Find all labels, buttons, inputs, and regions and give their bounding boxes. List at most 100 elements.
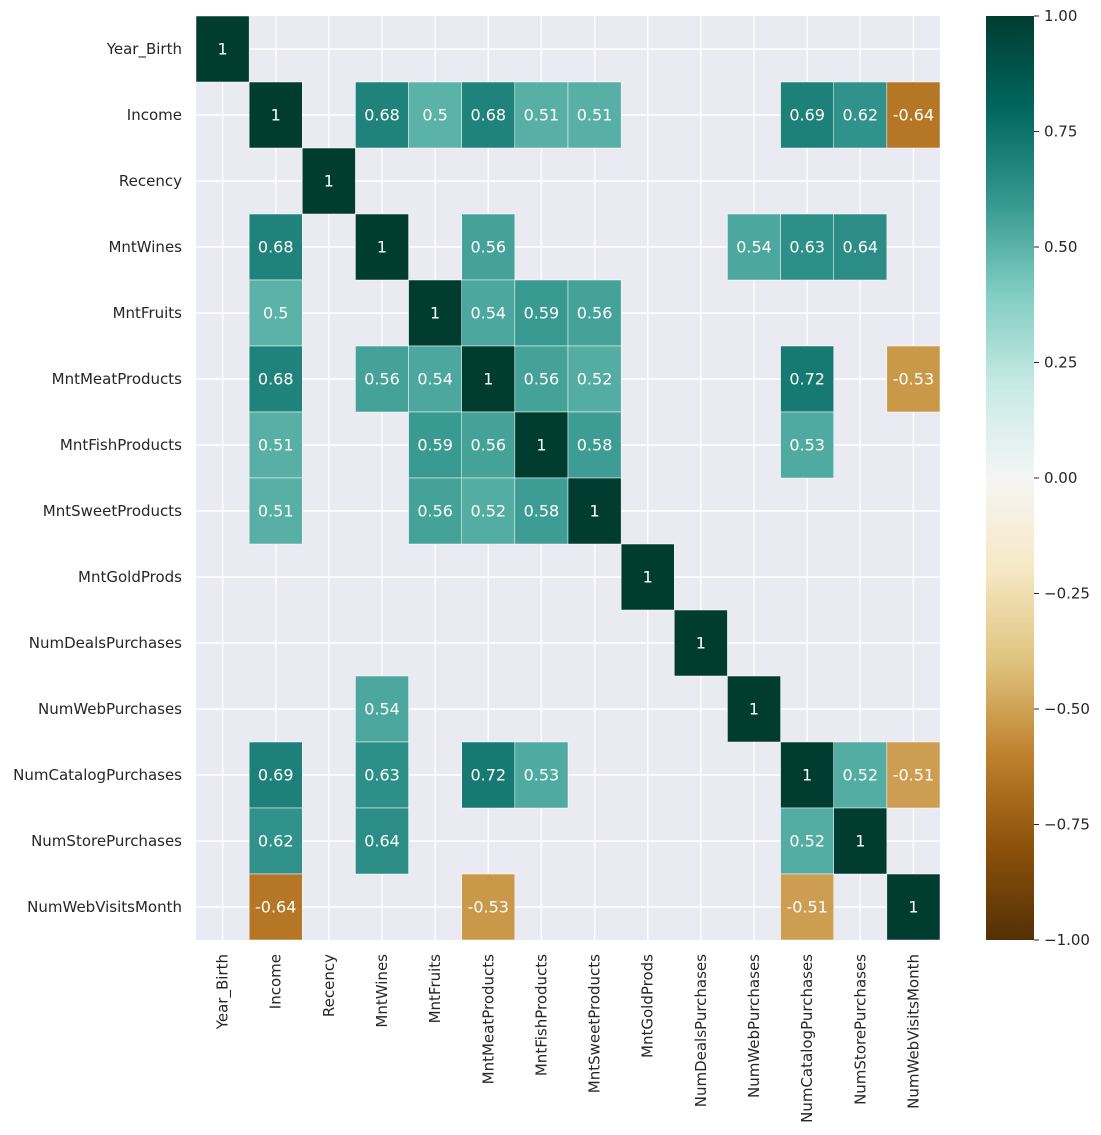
heatmap-cell	[567, 411, 622, 479]
cell-value-label: 0.72	[470, 766, 506, 785]
heatmap-cell	[567, 81, 622, 149]
heatmap-cell	[461, 279, 516, 347]
x-tick-label: NumWebVisitsMonth	[904, 954, 922, 1109]
cell-value-label: 0.64	[842, 238, 878, 257]
cell-value-label: 1	[908, 898, 918, 917]
heatmap-cell	[248, 477, 303, 545]
heatmap-cell	[780, 213, 834, 281]
x-tick-label: MntSweetProducts	[586, 954, 604, 1093]
x-tick-label: MntMeatProducts	[479, 954, 497, 1085]
heatmap-cell	[567, 279, 622, 347]
y-tick-label: NumDealsPurchases	[29, 634, 182, 652]
heatmap-cells	[195, 15, 941, 941]
cell-value-label: 0.53	[789, 436, 825, 455]
heatmap-cell	[355, 807, 409, 875]
heatmap-cell	[780, 873, 834, 941]
heatmap-cell	[408, 411, 462, 479]
cell-value-label: 1	[483, 370, 493, 389]
cell-value-label: -0.51	[893, 766, 934, 785]
heatmap-cell	[780, 81, 834, 149]
y-tick-label: Year_Birth	[106, 40, 182, 59]
cell-value-label: 0.56	[577, 304, 613, 323]
cell-value-label: 0.5	[422, 106, 447, 125]
heatmap-cell	[461, 873, 516, 941]
heatmap-cell	[833, 213, 888, 281]
y-tick-label: MntFruits	[113, 304, 183, 322]
y-tick-label: NumCatalogPurchases	[13, 766, 182, 784]
cell-value-label: -0.51	[786, 898, 827, 917]
cell-value-label: 0.53	[524, 766, 560, 785]
heatmap-cell	[886, 873, 941, 941]
cell-value-label: 0.59	[524, 304, 560, 323]
cell-value-label: 0.68	[470, 106, 506, 125]
y-tick-label: Recency	[119, 172, 182, 190]
heatmap-cell	[886, 81, 941, 149]
y-tick-label: MntSweetProducts	[43, 502, 182, 520]
colorbar-tick-label: 0.50	[1044, 238, 1077, 256]
cell-value-label: -0.53	[893, 370, 934, 389]
cell-value-label: 0.56	[470, 436, 506, 455]
heatmap-cell	[355, 81, 409, 149]
y-tick-label: NumWebPurchases	[38, 700, 182, 718]
cell-value-label: 0.52	[789, 832, 825, 851]
y-tick-label: NumStorePurchases	[31, 832, 182, 850]
heatmap-cell	[248, 279, 303, 347]
cell-value-label: 0.54	[364, 700, 400, 719]
colorbar-tick-label: 1.00	[1044, 7, 1077, 25]
cell-value-label: 0.63	[364, 766, 400, 785]
x-tick-label: NumWebPurchases	[745, 954, 763, 1098]
heatmap-cell	[248, 213, 303, 281]
cell-value-label: 1	[536, 436, 546, 455]
heatmap-cell	[248, 411, 303, 479]
cell-value-label: 1	[377, 238, 387, 257]
cell-value-label: 0.58	[577, 436, 613, 455]
x-tick-label: Income	[267, 954, 285, 1009]
heatmap-cell	[461, 81, 516, 149]
cell-value-label: 0.54	[736, 238, 772, 257]
cell-value-label: 1	[430, 304, 440, 323]
cell-value-label: 1	[802, 766, 812, 785]
x-tick-label: NumDealsPurchases	[692, 954, 710, 1107]
heatmap-cell	[355, 213, 409, 281]
cell-value-label: 0.69	[258, 766, 294, 785]
colorbar-tick-label: 0.00	[1044, 469, 1077, 487]
heatmap-cell	[248, 807, 303, 875]
heatmap-cell	[567, 345, 622, 413]
cell-value-label: 0.56	[524, 370, 560, 389]
heatmap-cell	[408, 279, 462, 347]
heatmap-cell	[780, 411, 834, 479]
cell-value-label: 0.72	[789, 370, 825, 389]
cell-value-label: 1	[271, 106, 281, 125]
cell-value-label: 0.62	[258, 832, 294, 851]
cell-value-label: 0.56	[470, 238, 506, 257]
heatmap-cell	[620, 543, 675, 611]
heatmap-cell	[727, 675, 781, 743]
heatmap-cell	[408, 477, 462, 545]
cell-value-label: 0.64	[364, 832, 400, 851]
cell-value-label: 0.54	[470, 304, 506, 323]
cell-value-label: 0.5	[263, 304, 288, 323]
heatmap-cell	[886, 741, 941, 809]
x-tick-label: MntFishProducts	[532, 954, 550, 1076]
x-tick-label: MntFruits	[426, 954, 444, 1024]
cell-value-label: 0.54	[417, 370, 453, 389]
y-tick-label: NumWebVisitsMonth	[27, 898, 182, 916]
cell-value-label: 0.56	[364, 370, 400, 389]
heatmap-cell	[248, 345, 303, 413]
cell-value-label: 0.51	[258, 436, 294, 455]
cell-value-label: 1	[217, 40, 227, 59]
heatmap-cell	[514, 741, 569, 809]
cell-value-label: 0.58	[524, 502, 560, 521]
cell-value-label: 0.52	[842, 766, 878, 785]
cell-value-label: 0.69	[789, 106, 825, 125]
heatmap-cell	[355, 675, 409, 743]
heatmap-cell	[248, 873, 303, 941]
heatmap-cell	[461, 477, 516, 545]
heatmap-cell	[567, 477, 622, 545]
y-tick-label: Income	[127, 106, 182, 124]
colorbar	[986, 16, 1034, 940]
x-tick-label: MntGoldProds	[639, 954, 657, 1058]
heatmap-cell	[355, 741, 409, 809]
cell-value-label: -0.64	[893, 106, 934, 125]
